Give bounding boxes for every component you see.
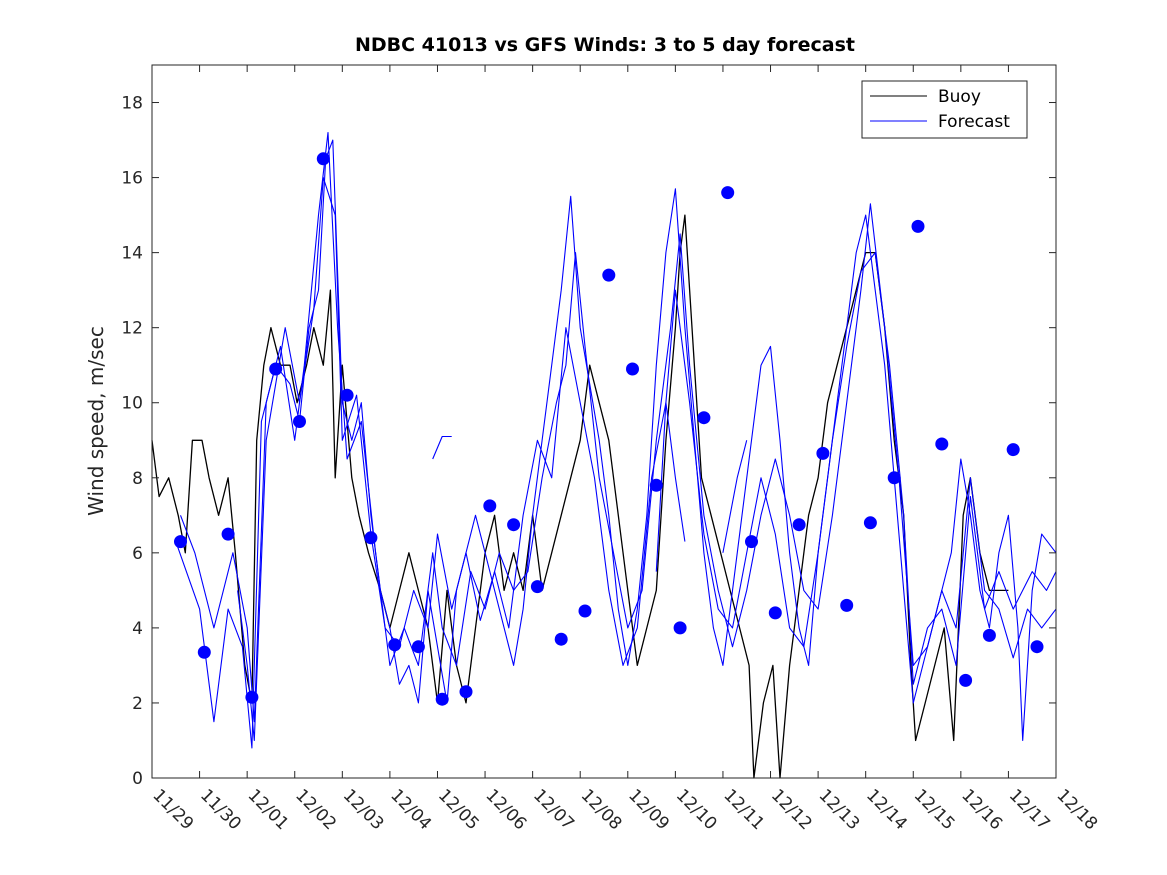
y-tick-label: 18 bbox=[121, 94, 143, 114]
forecast-marker-point bbox=[673, 621, 687, 635]
forecast-marker-point bbox=[530, 580, 544, 594]
forecast-marker-point bbox=[340, 388, 354, 402]
forecast-marker-point bbox=[197, 645, 211, 659]
legend-forecast-label: Forecast bbox=[938, 112, 1010, 132]
plot-frame bbox=[151, 64, 1057, 779]
y-tick-label: 8 bbox=[132, 469, 143, 489]
forecast-series-line bbox=[179, 131, 1057, 723]
chart-title: NDBC 41013 vs GFS Winds: 3 to 5 day fore… bbox=[355, 34, 855, 56]
forecast-marker-point bbox=[816, 446, 830, 460]
forecast-marker-point bbox=[792, 518, 806, 532]
forecast-marker-point bbox=[626, 362, 639, 376]
forecast-marker-point bbox=[935, 437, 949, 451]
y-tick-label: 12 bbox=[121, 319, 143, 339]
legend-box bbox=[861, 80, 1028, 139]
y-axis: 0 2 4 6 8 10 12 14 16 18 bbox=[121, 94, 1056, 789]
forecast-marker-point bbox=[245, 690, 259, 704]
forecast-marker-point bbox=[578, 604, 592, 618]
y-tick-label: 14 bbox=[121, 244, 143, 264]
forecast-marker-point bbox=[554, 632, 568, 646]
forecast-marker-point bbox=[293, 415, 306, 428]
forecast-marker-point bbox=[221, 527, 235, 541]
forecast-marker-point bbox=[721, 186, 735, 200]
y-tick-label: 0 bbox=[132, 769, 143, 789]
y-tick-label: 10 bbox=[121, 394, 143, 414]
forecast-marker-point bbox=[982, 628, 996, 642]
forecast-marker-point bbox=[174, 535, 187, 549]
legend-buoy-label: Buoy bbox=[938, 87, 981, 107]
forecast-marker-point bbox=[602, 268, 616, 282]
forecast-marker-point bbox=[483, 499, 497, 513]
forecast-marker-point bbox=[269, 362, 283, 376]
forecast-marker-point bbox=[1030, 640, 1044, 654]
forecast-series-line bbox=[722, 440, 748, 553]
forecast-marker-point bbox=[697, 411, 711, 425]
forecast-marker-point bbox=[959, 673, 973, 687]
forecast-marker-point bbox=[411, 640, 425, 654]
y-axis-label: Wind speed, m/sec bbox=[84, 326, 108, 516]
forecast-series-line bbox=[432, 435, 452, 460]
y-tick-label: 4 bbox=[132, 619, 143, 639]
y-tick-label: 16 bbox=[121, 169, 143, 189]
forecast-marker-point bbox=[507, 518, 521, 532]
forecast-marker-point bbox=[435, 692, 449, 706]
forecast-marker-point bbox=[1006, 443, 1020, 457]
forecast-series-line bbox=[237, 177, 1057, 742]
forecast-marker-point bbox=[316, 152, 330, 166]
y-tick-label: 2 bbox=[132, 694, 143, 714]
forecast-marker-point bbox=[887, 471, 901, 485]
forecast-marker-point bbox=[364, 531, 378, 545]
forecast-marker-point bbox=[745, 535, 758, 549]
forecast-marker-point bbox=[911, 219, 925, 233]
forecast-series-line bbox=[175, 139, 1057, 749]
marker-layer bbox=[174, 152, 1044, 706]
forecast-marker-point bbox=[388, 638, 402, 652]
y-tick-label: 6 bbox=[132, 544, 143, 564]
forecast-marker-point bbox=[459, 685, 473, 699]
forecast-marker-point bbox=[840, 598, 854, 612]
forecast-marker-point bbox=[768, 606, 782, 620]
legend: Buoy Forecast bbox=[861, 80, 1028, 139]
forecast-marker-point bbox=[863, 516, 877, 530]
forecast-marker-point bbox=[649, 478, 663, 492]
